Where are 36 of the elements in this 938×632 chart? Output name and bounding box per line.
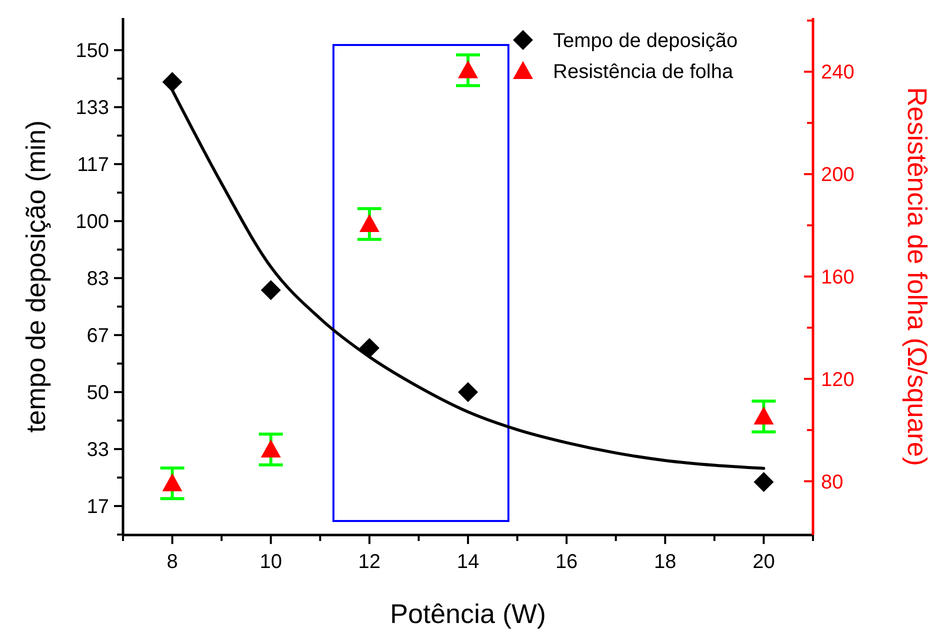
x-tick-label: 20 xyxy=(752,551,775,573)
y-tick-label: 83 xyxy=(86,268,109,290)
x-tick-label: 18 xyxy=(654,551,676,573)
y2-tick-label: 120 xyxy=(821,368,854,391)
point xyxy=(260,280,281,300)
point xyxy=(162,473,182,492)
point xyxy=(754,406,774,424)
x-tick-label: 12 xyxy=(358,551,381,573)
point xyxy=(754,472,774,492)
y2-tick-label: 160 xyxy=(821,266,854,288)
y2-axis-title: Resistência de folha (Ω/square) xyxy=(902,87,932,466)
legend-label: Resistência de folha xyxy=(553,61,734,83)
x-axis-title: Potência (W) xyxy=(390,599,546,629)
x-tick-label: 8 xyxy=(166,551,178,573)
x-tick-label: 10 xyxy=(260,551,282,573)
y-axis-title: tempo de deposição (min) xyxy=(21,120,51,433)
y-tick-label: 133 xyxy=(76,97,109,120)
y-tick-label: 100 xyxy=(76,211,109,234)
y-tick-label: 50 xyxy=(86,382,109,404)
x-tick-label: 16 xyxy=(555,551,578,573)
point xyxy=(359,338,380,358)
y-tick-label: 150 xyxy=(76,40,109,62)
point xyxy=(359,214,380,232)
point xyxy=(458,60,478,78)
y2-tick-label: 200 xyxy=(821,164,854,186)
legend-label: Tempo de deposição xyxy=(553,30,738,52)
y-tick-label: 17 xyxy=(86,496,109,518)
y-tick-label: 117 xyxy=(77,154,109,176)
y2-tick-label: 240 xyxy=(821,62,854,84)
point xyxy=(458,382,478,402)
x-tick-label: 14 xyxy=(456,551,480,573)
y2-tick-label: 80 xyxy=(821,471,844,494)
y-tick-label: 67 xyxy=(86,325,109,348)
y-tick-label: 33 xyxy=(86,439,109,462)
point xyxy=(260,440,281,458)
point xyxy=(162,72,182,92)
